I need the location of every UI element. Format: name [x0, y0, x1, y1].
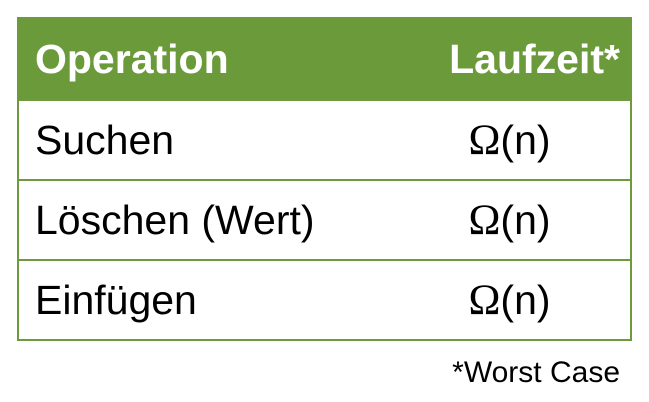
header-operation: Operation [35, 35, 229, 82]
row-runtime: Ω(n) [389, 116, 630, 165]
row-operation: Einfügen [35, 276, 197, 323]
omega-symbol: Ω [468, 196, 501, 244]
runtime-argument: (n) [500, 116, 551, 163]
table-row: Einfügen Ω(n) [19, 259, 630, 339]
table-row: Löschen (Wert) Ω(n) [19, 179, 630, 259]
table-row: Suchen Ω(n) [19, 99, 630, 179]
row-runtime: Ω(n) [389, 196, 630, 245]
omega-symbol: Ω [468, 276, 501, 324]
runtime-argument: (n) [500, 276, 551, 323]
row-operation: Suchen [35, 116, 175, 163]
complexity-table: Operation Laufzeit* Suchen Ω(n) Löschen … [17, 17, 632, 341]
footnote: *Worst Case [452, 356, 620, 389]
header-runtime: Laufzeit* [449, 35, 620, 82]
row-operation: Löschen (Wert) [35, 196, 315, 243]
row-runtime: Ω(n) [389, 276, 630, 325]
table-header-row: Operation Laufzeit* [19, 19, 630, 99]
omega-symbol: Ω [468, 116, 501, 164]
runtime-argument: (n) [500, 196, 551, 243]
